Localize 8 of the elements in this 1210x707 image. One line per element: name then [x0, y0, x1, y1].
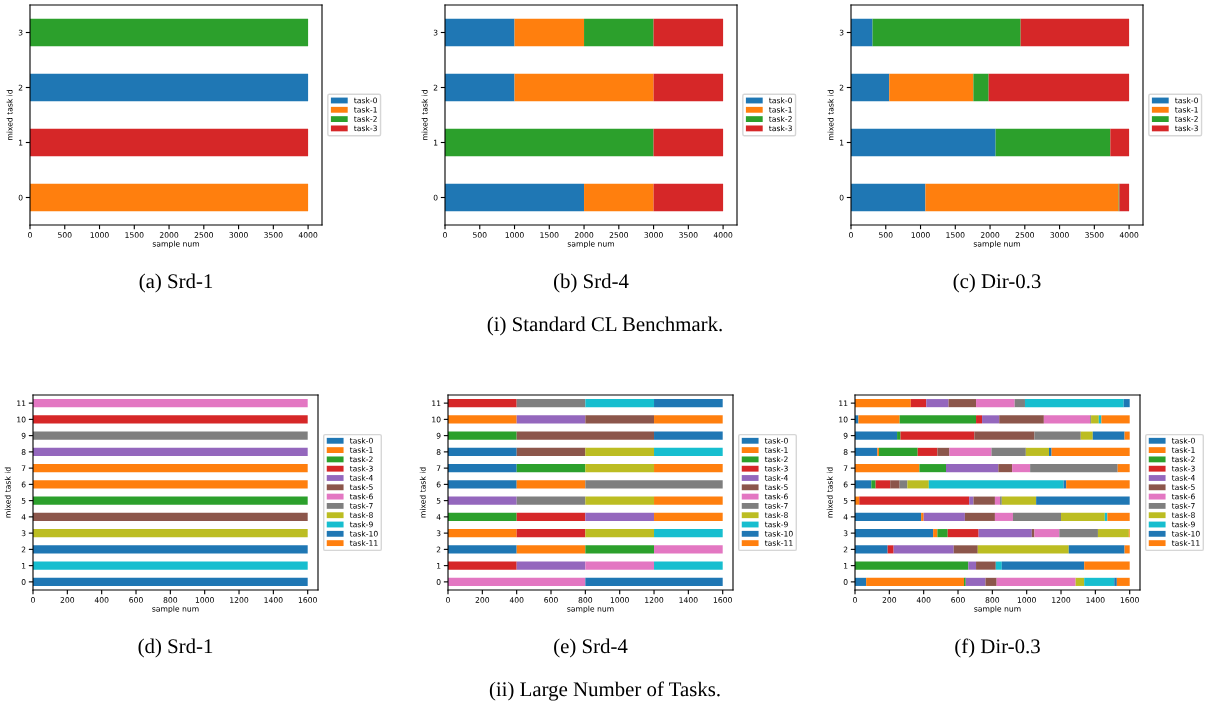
text: (f) Dir-0.3	[955, 638, 1040, 658]
text: (a) Srd-1	[139, 273, 213, 293]
text: (i) Standard CL Benchmark.	[487, 316, 722, 336]
text: (d) Srd-1	[138, 638, 213, 658]
text: (ii) Large Number of Tasks.	[489, 681, 720, 701]
text: (b) Srd-4	[554, 273, 629, 293]
text: (c) Dir-0.3	[953, 273, 1041, 293]
text: (e) Srd-4	[554, 638, 628, 658]
